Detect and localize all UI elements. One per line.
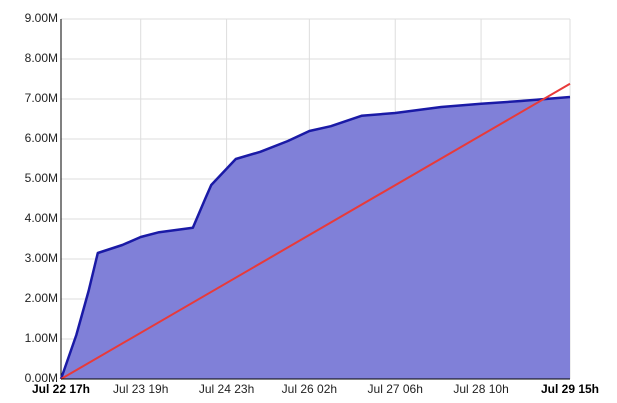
x-tick-label: Jul 29 15h (541, 382, 599, 396)
y-tick-label: 8.00M (25, 51, 58, 65)
area (61, 97, 570, 379)
x-tick-label: Jul 24 23h (199, 382, 254, 396)
y-tick-label: 3.00M (25, 251, 58, 265)
x-tick-label: Jul 27 06h (368, 382, 423, 396)
x-tick-label: Jul 23 19h (113, 382, 168, 396)
y-tick-label: 9.00M (25, 11, 58, 25)
y-tick-label: 1.00M (25, 331, 58, 345)
y-tick-label: 2.00M (25, 291, 58, 305)
line (59, 95, 571, 380)
y-tick-label: 7.00M (25, 91, 58, 105)
x-tick-label: Jul 28 10h (453, 382, 508, 396)
y-tick-label: 6.00M (25, 131, 58, 145)
x-tick-label: Jul 22 17h (32, 382, 90, 396)
y-tick-label: 5.00M (25, 171, 58, 185)
x-tick-label: Jul 26 02h (282, 382, 337, 396)
y-tick-label: 4.00M (25, 211, 58, 225)
y-tick-label: 0.00M (25, 371, 58, 385)
line (60, 82, 571, 380)
